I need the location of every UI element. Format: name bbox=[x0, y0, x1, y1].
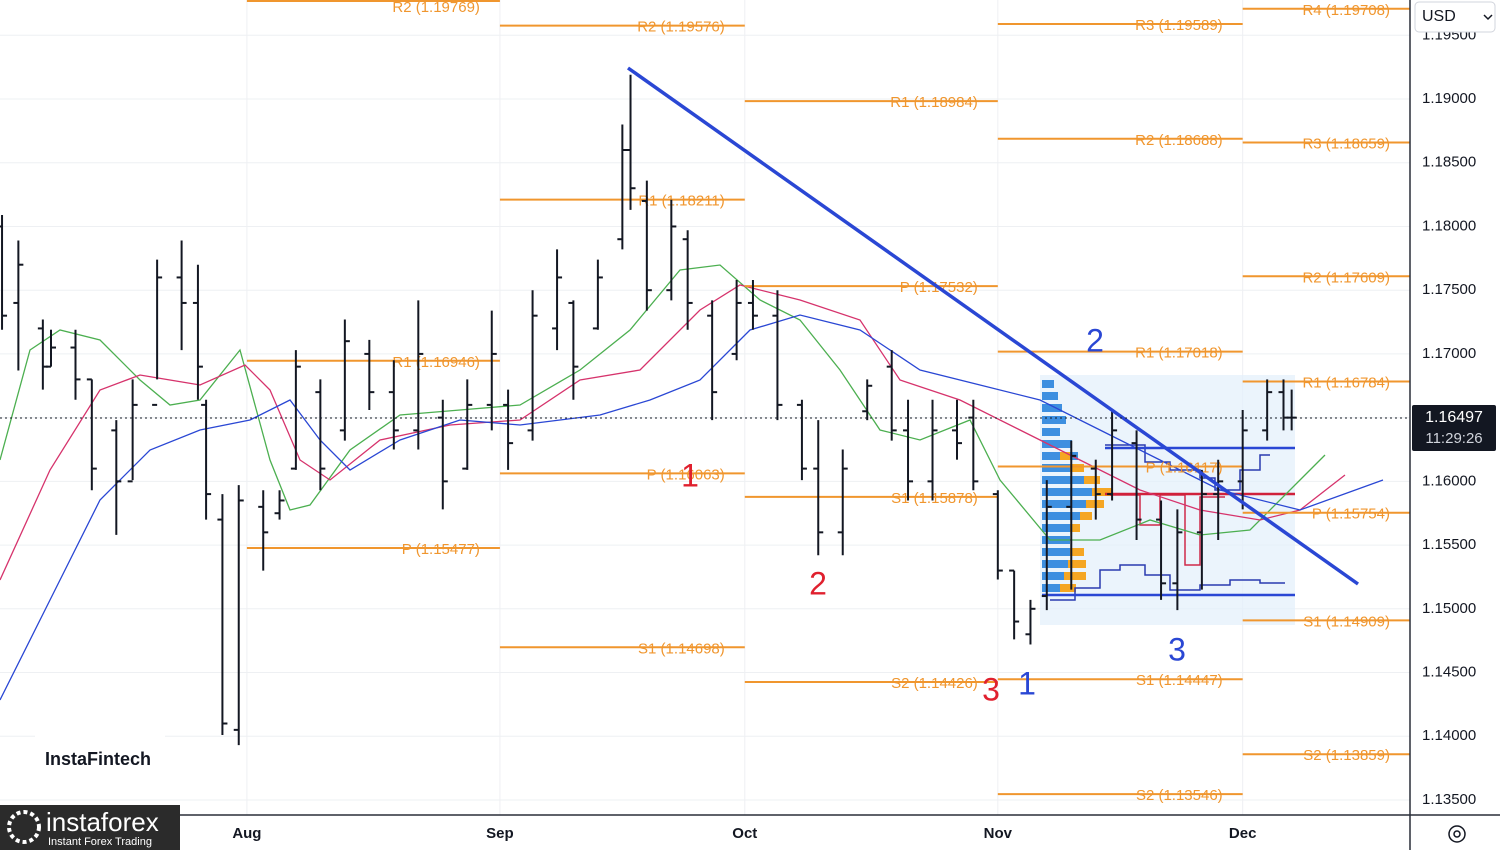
pivot-label: R3 (1.18659) bbox=[1302, 135, 1390, 152]
brand-tagline: Instant Forex Trading bbox=[48, 836, 152, 848]
pivot-label: R2 (1.18688) bbox=[1135, 132, 1223, 149]
pivot-label: S2 (1.13859) bbox=[1303, 747, 1390, 764]
pivot-label: S1 (1.15878) bbox=[891, 490, 978, 507]
pivot-label: R1 (1.17018) bbox=[1135, 345, 1223, 362]
brand: instaforex bbox=[46, 807, 159, 837]
pivot-label: S1 (1.14447) bbox=[1136, 672, 1223, 689]
settings-icon-center bbox=[1453, 830, 1461, 838]
pivot-label: R2 (1.19576) bbox=[637, 19, 725, 36]
y-tick-label: 1.15500 bbox=[1422, 536, 1476, 553]
pivot-label: S2 (1.14426) bbox=[891, 675, 978, 692]
wave-labels: 123 123 bbox=[681, 322, 1186, 707]
pivot-label: R1 (1.18984) bbox=[890, 94, 978, 111]
wave-label: 1 bbox=[1018, 665, 1036, 701]
settings-icon[interactable] bbox=[1448, 825, 1466, 843]
bars bbox=[0, 74, 1297, 746]
y-tick-label: 1.19000 bbox=[1422, 90, 1476, 107]
y-tick-label: 1.17500 bbox=[1422, 281, 1476, 298]
wave-label: 2 bbox=[1086, 322, 1104, 358]
pivot-label: P (1.16063) bbox=[647, 466, 725, 483]
moving-average-blue bbox=[0, 314, 1384, 701]
pivot-label: S2 (1.13546) bbox=[1136, 787, 1223, 804]
pivot-label: S1 (1.14909) bbox=[1303, 613, 1390, 630]
moving-average-green bbox=[0, 264, 1326, 541]
pivot-label: R3 (1.19589) bbox=[1135, 17, 1223, 34]
x-tick-label: Dec bbox=[1229, 825, 1257, 842]
pivot-label: P (1.15477) bbox=[402, 541, 480, 558]
pivot-label: R1 (1.18211) bbox=[638, 193, 724, 210]
pivot-label: S1 (1.14698) bbox=[638, 640, 725, 657]
x-tick-label: Aug bbox=[232, 825, 261, 842]
wave-label: 3 bbox=[1168, 631, 1186, 667]
current-price: 1.16497 bbox=[1425, 409, 1483, 426]
countdown: 11:29:26 bbox=[1425, 430, 1482, 447]
pivot-label: R2 (1.17609) bbox=[1302, 269, 1390, 286]
wave-label: 2 bbox=[809, 565, 827, 601]
y-tick-label: 1.17000 bbox=[1422, 345, 1476, 362]
logo-background bbox=[35, 722, 165, 792]
pivot-label: R1 (1.16784) bbox=[1302, 374, 1390, 391]
currency[interactable]: USD bbox=[1422, 8, 1456, 25]
logo: InstaFintech bbox=[45, 749, 151, 769]
chevron bbox=[1483, 14, 1493, 21]
wave-label: 1 bbox=[681, 457, 699, 493]
wave-label: 3 bbox=[982, 671, 1000, 707]
currency-selector[interactable] bbox=[1414, 1, 1496, 33]
x-tick-label: Nov bbox=[984, 825, 1013, 842]
x-tick-label: Oct bbox=[732, 825, 757, 842]
current-price-box bbox=[1412, 405, 1496, 452]
volume-profile-outline bbox=[1050, 564, 1285, 601]
pivots: R2 (1.19769) R1 (1.16946) P (1.15477) R2 (1… bbox=[246, 0, 1410, 804]
y-tick-label: 1.13500 bbox=[1422, 791, 1476, 808]
pivot-label: R1 (1.16946) bbox=[392, 354, 480, 371]
y-tick-label: 1.18000 bbox=[1422, 217, 1476, 234]
trendline bbox=[626, 66, 1360, 586]
y-tick-label: 1.15000 bbox=[1422, 600, 1476, 617]
y-tick-label: 1.18500 bbox=[1422, 154, 1476, 171]
pivot-label: R4 (1.19708) bbox=[1302, 2, 1390, 19]
pivot-label: P (1.15754) bbox=[1312, 506, 1390, 523]
y-tick-label: 1.14500 bbox=[1422, 663, 1476, 680]
pivot-label: P (1.16117) bbox=[1146, 459, 1223, 476]
x-tick-label: Sep bbox=[486, 825, 514, 842]
y-tick-label: 1.14000 bbox=[1422, 727, 1476, 744]
brand-icon bbox=[7, 810, 41, 844]
y-tick-label: 1.16000 bbox=[1422, 472, 1476, 489]
pivot-label: R2 (1.19769) bbox=[392, 0, 480, 16]
time-axis bbox=[0, 815, 1500, 850]
moving-average-red bbox=[0, 284, 1346, 581]
